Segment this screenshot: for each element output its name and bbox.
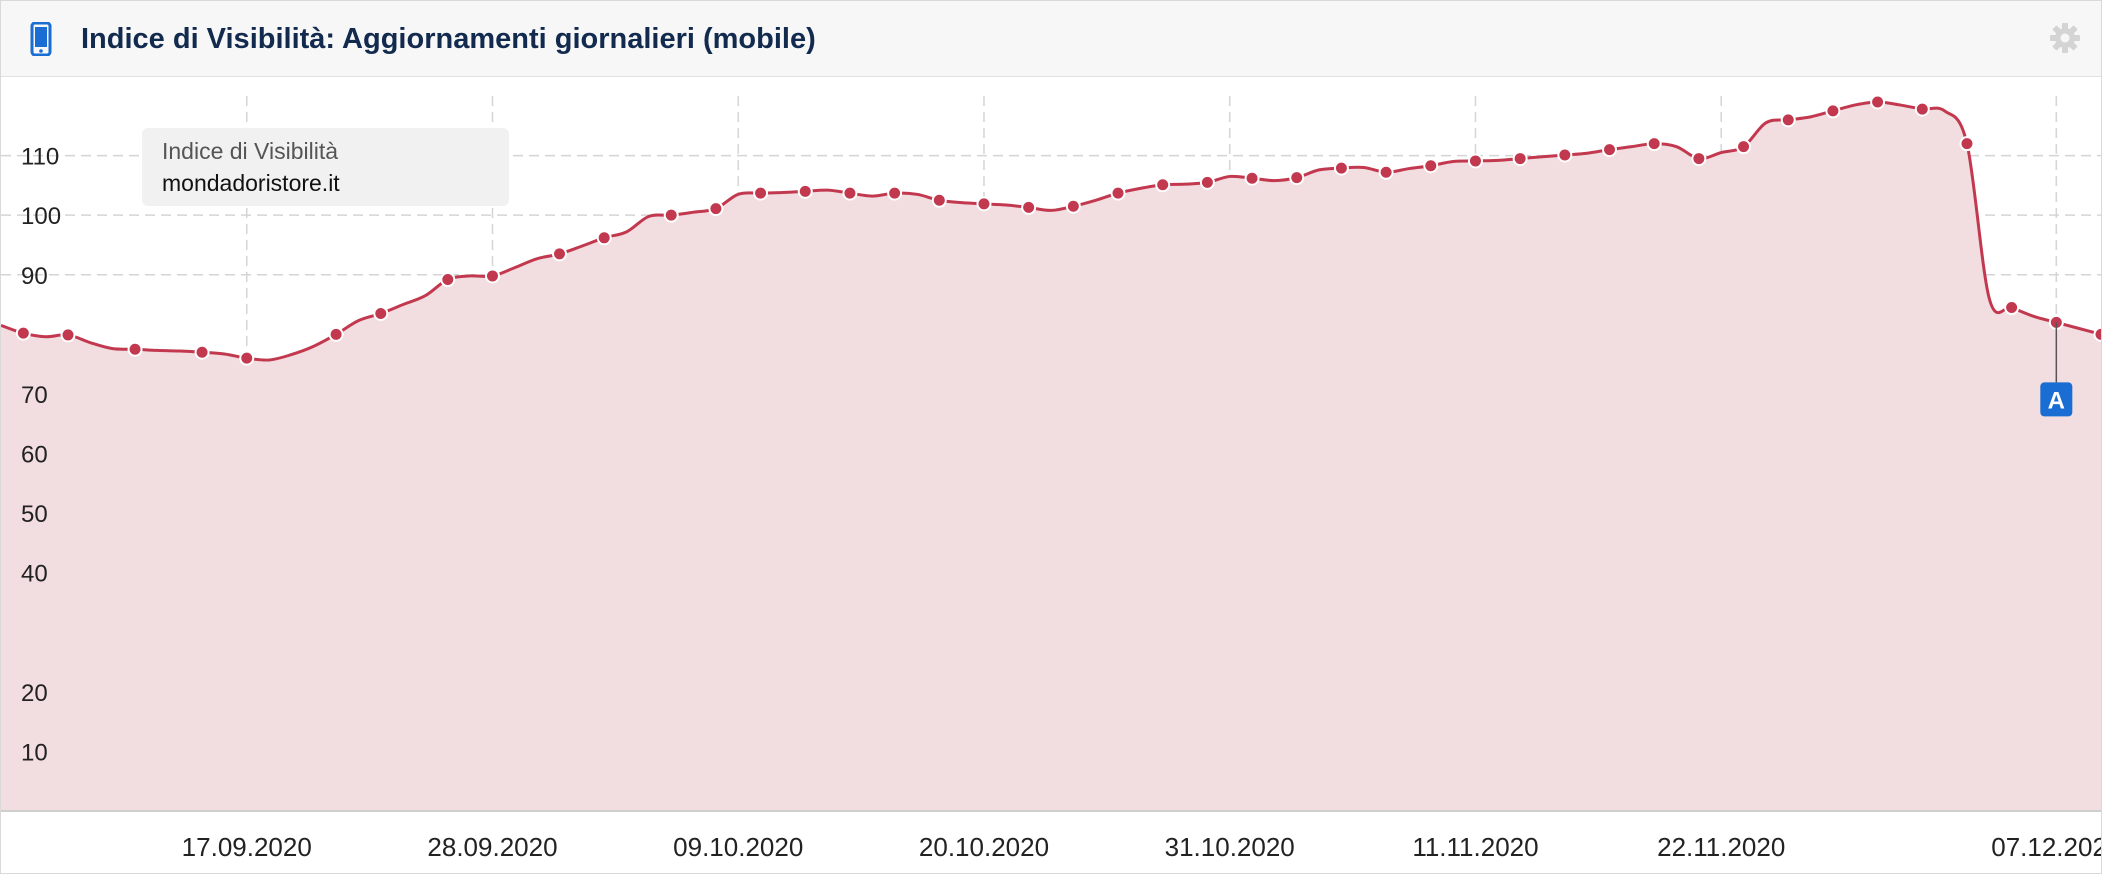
data-point [60, 327, 76, 343]
y-tick-label: 70 [21, 382, 48, 409]
annotation-label: A [2048, 387, 2065, 414]
y-tick-label: 20 [21, 680, 48, 707]
data-point [2093, 326, 2101, 342]
data-point [842, 185, 858, 201]
data-point [1155, 177, 1171, 193]
data-point [552, 246, 568, 262]
y-tick-label: 50 [21, 501, 48, 528]
data-point [596, 230, 612, 246]
panel-header: Indice di Visibilità: Aggiornamenti gior… [1, 1, 2101, 77]
x-tick-label: 07.12.2020 [1991, 832, 2101, 862]
mobile-phone-icon [30, 22, 52, 56]
panel-title: Indice di Visibilità: Aggiornamenti gior… [81, 23, 816, 55]
legend-box: Indice di Visibilità mondadoristore.it [142, 128, 509, 206]
data-point [1467, 153, 1483, 169]
data-point [1736, 139, 1752, 155]
data-point [663, 207, 679, 223]
data-point [797, 183, 813, 199]
y-tick-label: 60 [21, 442, 48, 469]
data-point [1289, 170, 1305, 186]
y-axis-labels: 10 20 40 50 60 70 90 100 110 [21, 144, 61, 767]
data-point [931, 192, 947, 208]
data-point [887, 185, 903, 201]
data-point [440, 272, 456, 288]
data-point [1378, 164, 1394, 180]
x-axis-labels: 17.09.2020 28.09.2020 09.10.2020 20.10.2020… [182, 832, 2101, 862]
data-point [2004, 300, 2020, 316]
data-point [484, 268, 500, 284]
data-point [1065, 198, 1081, 214]
y-tick-label: 100 [21, 203, 61, 230]
x-tick-label: 20.10.2020 [919, 832, 1049, 862]
data-point [1780, 112, 1796, 128]
data-point [1512, 151, 1528, 167]
data-point [239, 350, 255, 366]
data-point [976, 196, 992, 212]
data-point [373, 305, 389, 321]
data-point [1602, 142, 1618, 158]
x-tick-label: 11.11.2020 [1412, 832, 1538, 862]
data-point [328, 326, 344, 342]
y-tick-label: 90 [21, 263, 48, 290]
data-point [1646, 136, 1662, 152]
gear-icon[interactable] [2048, 21, 2082, 55]
data-point [753, 185, 769, 201]
y-tick-label: 40 [21, 561, 48, 588]
data-point [194, 344, 210, 360]
x-tick-label: 31.10.2020 [1165, 832, 1295, 862]
data-point [1825, 103, 1841, 119]
data-point [1423, 158, 1439, 174]
y-tick-label: 110 [21, 144, 59, 171]
data-point [1870, 94, 1886, 110]
x-tick-label: 28.09.2020 [427, 832, 557, 862]
x-tick-label: 09.10.2020 [673, 832, 803, 862]
data-point [1021, 199, 1037, 215]
data-point [1691, 151, 1707, 167]
series-area [1, 101, 2101, 812]
y-tick-label: 10 [21, 739, 48, 766]
data-point [1557, 147, 1573, 163]
data-point [127, 341, 143, 357]
visibility-area-chart: 10 20 40 50 60 70 90 100 110 17.09.2020 28.09.202… [1, 94, 2101, 862]
data-point [1244, 170, 1260, 186]
series-points [15, 94, 2101, 366]
data-point [1914, 101, 1930, 117]
data-point [1333, 160, 1349, 176]
legend-label: Indice di Visibilità [162, 138, 339, 164]
x-tick-label: 17.09.2020 [182, 832, 312, 862]
data-point [1199, 174, 1215, 190]
series-line [1, 100, 2101, 362]
data-point [1110, 185, 1126, 201]
x-tick-label: 22.11.2020 [1657, 832, 1785, 862]
annotation-badge [2040, 382, 2073, 417]
legend-domain: mondadoristore.it [162, 170, 340, 196]
data-point [15, 325, 31, 341]
data-point [708, 201, 724, 217]
data-point [1959, 136, 1975, 152]
annotation-marker[interactable]: A [2040, 322, 2073, 417]
